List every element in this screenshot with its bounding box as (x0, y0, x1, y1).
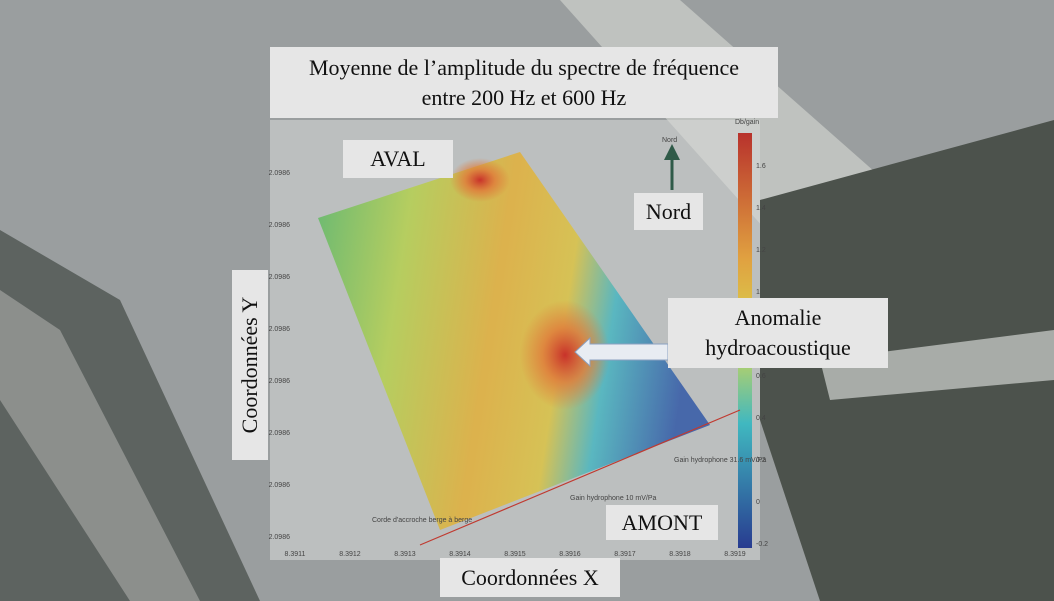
y-tick: 2.0986 (269, 534, 291, 541)
y-axis-label: Coordonnées Y (237, 296, 262, 434)
label-amont: AMONT (606, 505, 718, 540)
colorbar-tick: 1.4 (756, 205, 766, 212)
x-tick: 8.3916 (559, 551, 581, 558)
x-tick: 8.3913 (394, 551, 416, 558)
title-line: Moyenne de l’amplitude du spectre de fré… (308, 55, 740, 80)
x-axis-label: Coordonnées X (440, 558, 620, 597)
x-tick: 8.3915 (504, 551, 526, 558)
colorbar-label: Db/gain (735, 119, 759, 126)
colorbar-tick: 1 (756, 289, 760, 296)
colorbar-tick: 1.6 (756, 163, 766, 170)
colorbar-tick: -0.2 (756, 541, 768, 548)
title-line: entre 200 Hz et 600 Hz (421, 85, 627, 110)
y-tick: 2.0986 (269, 326, 291, 333)
y-tick: 2.0986 (269, 430, 291, 437)
x-tick: 8.3919 (724, 551, 746, 558)
x-tick: 8.3914 (449, 551, 471, 558)
anomaly-label: Anomalie (734, 305, 822, 330)
gain-label: Gain hydrophone 10 mV/Pa (570, 495, 656, 502)
anomaly-label: hydroacoustique (705, 335, 851, 360)
colorbar-tick: 1.2 (756, 247, 766, 254)
y-tick: 2.0986 (269, 170, 291, 177)
colorbar-tick: 0.4 (756, 415, 766, 422)
y-tick: 2.0986 (269, 274, 291, 281)
x-tick: 8.3912 (339, 551, 361, 558)
y-tick: 2.0986 (269, 222, 291, 229)
colorbar-tick: 0.6 (756, 373, 766, 380)
gain-label: Gain hydrophone 31.6 mV/Pa (674, 457, 766, 464)
colorbar-tick: 0 (756, 499, 760, 506)
north-small: Nord (662, 137, 677, 144)
label-aval: AVAL (343, 140, 453, 178)
x-tick: 8.3917 (614, 551, 636, 558)
y-tick: 2.0986 (269, 378, 291, 385)
label-nord: Nord (634, 193, 703, 230)
y-tick: 2.0986 (269, 482, 291, 489)
x-tick: 8.3918 (669, 551, 691, 558)
rope-label: Corde d'accroche berge à berge (372, 517, 472, 524)
y-axis-box: Coordonnées Y (232, 270, 268, 460)
x-tick: 8.3911 (285, 551, 306, 558)
colorbar-tick: 0.2 (756, 457, 766, 464)
